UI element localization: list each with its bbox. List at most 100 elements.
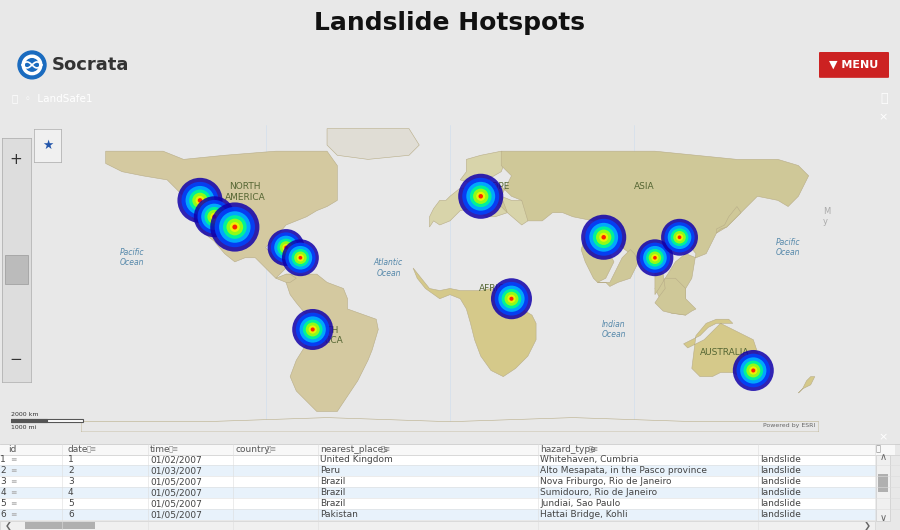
Text: ≡: ≡ [10,478,16,487]
Circle shape [749,366,758,375]
Circle shape [230,222,239,232]
Bar [876,455,890,521]
Circle shape [670,228,688,246]
Text: Pacific
Ocean: Pacific Ocean [776,238,800,257]
Text: ⓘ≡: ⓘ≡ [381,446,391,453]
Text: landslide: landslide [760,466,801,475]
Circle shape [300,316,326,342]
Text: 3: 3 [0,478,6,487]
Circle shape [197,200,231,234]
Text: ⓘ≡: ⓘ≡ [169,446,179,453]
Text: ❮: ❮ [4,521,12,530]
Circle shape [491,278,532,319]
Circle shape [599,233,608,242]
Text: date: date [68,445,88,454]
Circle shape [585,219,622,256]
Text: 01/05/2007: 01/05/2007 [150,499,202,508]
Bar [0,498,880,509]
Circle shape [640,243,670,273]
Text: ⓘ: ⓘ [876,445,880,454]
Text: Jundiai, Sao Paulo: Jundiai, Sao Paulo [540,499,620,508]
Text: Nova Friburgo, Rio de Janeiro: Nova Friburgo, Rio de Janeiro [540,478,671,487]
Circle shape [292,249,310,267]
Text: NORTH
AMERICA: NORTH AMERICA [225,182,266,202]
Text: ⤢: ⤢ [880,92,888,104]
Text: 01/02/2007: 01/02/2007 [150,455,202,464]
Text: Alto Mesapata, in the Pasco province: Alto Mesapata, in the Pasco province [540,466,707,475]
Polygon shape [81,418,819,432]
Text: nearest_places: nearest_places [320,445,388,454]
Polygon shape [684,319,766,381]
Text: ≡: ≡ [10,466,16,475]
Text: time: time [150,445,171,454]
Circle shape [289,246,312,270]
Bar [0,521,875,530]
Text: Sumidouro, Rio de Janeiro: Sumidouro, Rio de Janeiro [540,488,657,497]
Text: M
y: M y [823,207,830,226]
Circle shape [593,226,615,248]
Circle shape [212,215,216,219]
Text: Brazil: Brazil [320,488,346,497]
Circle shape [743,360,763,381]
Text: ≡: ≡ [10,455,16,464]
Text: 01/05/2007: 01/05/2007 [150,488,202,497]
Text: +: + [10,153,22,167]
Bar [25,522,95,529]
Bar [0,465,880,476]
Circle shape [306,323,319,337]
Text: 01/05/2007: 01/05/2007 [150,510,202,519]
Circle shape [177,178,222,223]
Text: 🔍  ◦  LandSafe1: 🔍 ◦ LandSafe1 [12,93,93,103]
Text: Landslide Hotspots: Landslide Hotspots [314,11,586,34]
Text: AFRICA: AFRICA [479,284,511,293]
Bar [0,476,880,487]
Circle shape [202,204,228,230]
Circle shape [292,309,333,350]
Circle shape [581,215,626,260]
Circle shape [294,252,307,264]
Bar [0,509,880,520]
Circle shape [207,210,221,224]
Circle shape [195,196,204,205]
Circle shape [280,241,292,254]
Circle shape [198,198,202,202]
Circle shape [676,234,683,241]
Text: id: id [8,445,16,454]
Circle shape [752,368,755,373]
Text: SOUTH
AMERICA: SOUTH AMERICA [302,326,343,346]
Text: 5: 5 [68,499,74,508]
Text: country: country [235,445,270,454]
Circle shape [466,182,495,211]
Text: Atlantic
Ocean: Atlantic Ocean [374,258,403,278]
Text: 2000 km: 2000 km [11,412,39,417]
Text: landslide: landslide [760,499,801,508]
Text: Whitehaven, Cumbria: Whitehaven, Cumbria [540,455,638,464]
Circle shape [227,219,243,235]
Circle shape [473,189,489,204]
Polygon shape [798,377,814,393]
Circle shape [297,254,304,261]
Text: ∨: ∨ [879,513,886,523]
Polygon shape [275,274,296,282]
Circle shape [303,320,322,339]
Circle shape [211,202,259,252]
Circle shape [652,254,659,261]
Text: 01/05/2007: 01/05/2007 [150,478,202,487]
Text: hazard_type: hazard_type [540,445,596,454]
Text: ≡: ≡ [10,488,16,497]
Text: Peru: Peru [320,466,340,475]
Text: Powered by ESRI: Powered by ESRI [762,423,814,428]
Circle shape [271,232,302,263]
Bar [0,455,880,465]
Circle shape [509,297,514,301]
Text: ⓘ≡: ⓘ≡ [266,446,276,453]
Circle shape [22,55,41,75]
Text: Socrata: Socrata [52,56,130,74]
Text: −: − [10,352,22,367]
Text: Brazil: Brazil [320,478,346,487]
Bar [878,474,888,492]
Text: ASIA: ASIA [634,182,655,190]
Circle shape [223,215,247,239]
Circle shape [501,289,521,308]
Circle shape [746,364,760,377]
